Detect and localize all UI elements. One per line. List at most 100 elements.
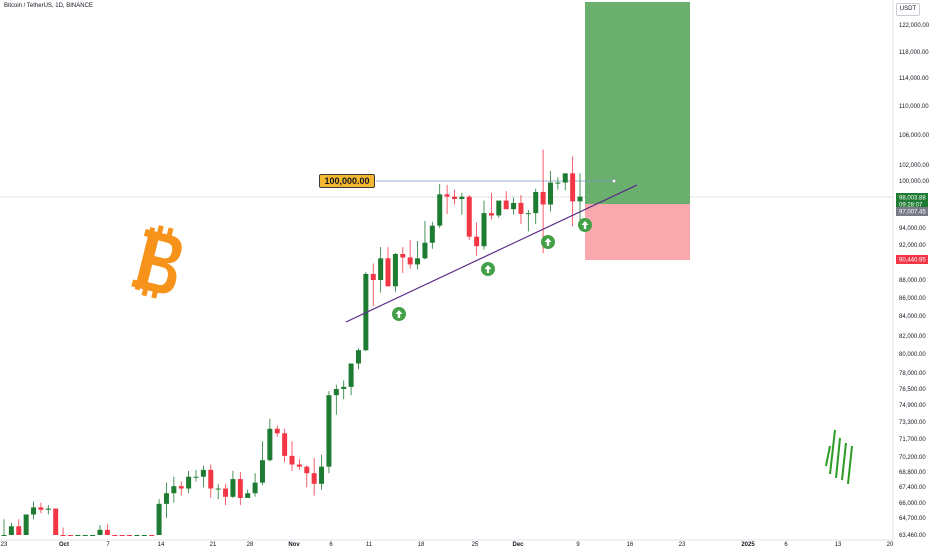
time-tick-label: 6 [329, 542, 333, 548]
time-tick-label: 7 [106, 542, 110, 548]
time-tick-label: 20 [887, 542, 894, 548]
candle-body [540, 191, 546, 205]
candle [474, 222, 480, 256]
candle-body [67, 535, 73, 536]
candle-body [193, 476, 199, 478]
price-tick-label: 118,000.00 [899, 50, 929, 56]
price-tick-label: 67,400.00 [899, 485, 926, 491]
candle [525, 209, 531, 232]
candle-body [215, 488, 221, 490]
candle-body [547, 182, 553, 205]
price-tick-label: 78,000.00 [899, 371, 926, 377]
candle-body [378, 258, 384, 280]
candle [171, 476, 177, 503]
candle [31, 501, 37, 520]
current-price-tag: 98,003.88 09:28:07 [896, 193, 928, 209]
loss-zone[interactable] [585, 204, 690, 260]
candle-body [474, 236, 480, 247]
candle [518, 195, 524, 225]
candle [319, 454, 325, 490]
candle [252, 473, 258, 497]
candle [67, 535, 73, 536]
candle [562, 173, 568, 191]
symbol-title[interactable]: Bitcoin / TetherUS, 1D, BINANCE [4, 3, 93, 9]
price-tick-label: 110,000.00 [899, 104, 929, 110]
candle [407, 240, 413, 269]
candle-body [311, 473, 317, 484]
candle [259, 441, 265, 485]
candle [60, 527, 66, 536]
candle-body [60, 535, 66, 536]
candle [245, 489, 251, 498]
candle [503, 191, 509, 210]
candle-body [481, 213, 487, 247]
candle [481, 200, 487, 250]
candle-body [23, 514, 29, 535]
candle-body [38, 507, 44, 510]
candle [355, 348, 361, 370]
time-tick-label: 25 [472, 542, 479, 548]
support-trendline[interactable] [345, 184, 638, 323]
candle-body [186, 476, 192, 489]
time-tick-label: 16 [627, 542, 634, 548]
candle-body [392, 254, 398, 287]
candle [422, 220, 428, 260]
candle-body [163, 493, 169, 504]
candle [267, 418, 273, 462]
price-tick-label: 63,460.00 [899, 533, 926, 539]
price-axis[interactable]: 122,000.00 118,000.00 114,000.00 110,000.00… [899, 23, 930, 539]
candle-body [289, 455, 295, 465]
candle-body [304, 466, 310, 474]
price-tick-label: 80,000.00 [899, 352, 926, 358]
previous-close-value: 97,007.45 [899, 210, 926, 216]
candle [119, 535, 125, 536]
bitcoin-logo-icon [131, 225, 182, 299]
time-axis[interactable]: 23 Oct 7 14 21 28 Nov 6 11 18 25 Dec 9 16 23 2025 6 13 20 [1, 542, 894, 548]
level-line-handle[interactable] [612, 179, 616, 183]
candle-body [252, 482, 258, 494]
candle [90, 535, 96, 536]
candle-body [223, 488, 229, 497]
currency-button[interactable]: USDT [896, 3, 920, 16]
candle [53, 508, 59, 535]
candle-body [267, 428, 273, 461]
price-tick-label: 86,000.00 [899, 296, 926, 302]
candle [282, 428, 288, 463]
time-tick-label: 14 [158, 542, 165, 548]
candle-body [533, 191, 539, 214]
candle [429, 221, 435, 249]
candle-body [156, 503, 162, 535]
candle-body [245, 493, 251, 498]
candle [540, 149, 546, 254]
candle-body [82, 535, 88, 536]
candle-body [341, 386, 347, 389]
candle-body [577, 196, 583, 202]
candle-body [444, 194, 450, 197]
candle-body [415, 258, 421, 265]
candle [459, 192, 465, 215]
candle [547, 171, 553, 212]
candle-body [429, 225, 435, 243]
candle-body [333, 389, 339, 396]
price-tick-label: 92,000.00 [899, 243, 926, 249]
candle [437, 184, 443, 228]
profit-zone[interactable] [585, 2, 690, 204]
bar-countdown: 09:28:07 [899, 203, 923, 209]
candle-body [200, 469, 206, 477]
price-tick-label: 74,900.00 [899, 403, 926, 409]
candle [415, 241, 421, 270]
candle [97, 525, 103, 535]
price-level-callout[interactable]: 100,000.00 [319, 174, 375, 188]
candle [230, 470, 236, 498]
candle [112, 535, 118, 536]
candle-body [112, 535, 118, 536]
candle [511, 197, 517, 215]
candle-body [518, 202, 524, 214]
candle [127, 535, 133, 536]
candle-body [466, 196, 472, 237]
time-tick-label: 2025 [741, 542, 755, 548]
candle [385, 247, 391, 287]
up-arrow-marker-1 [392, 307, 406, 321]
